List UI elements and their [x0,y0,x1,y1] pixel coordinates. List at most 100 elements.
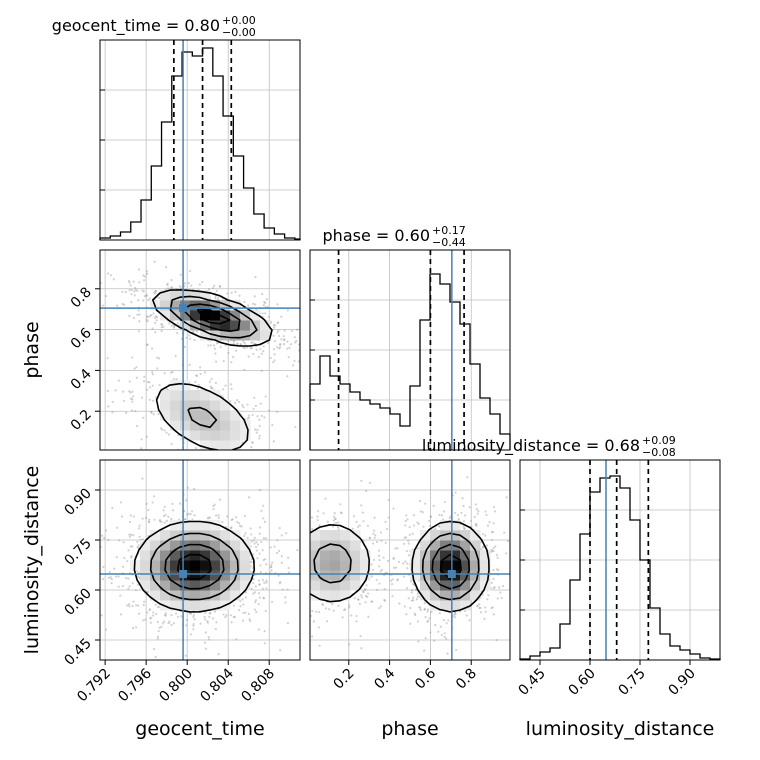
sample-point [318,610,321,614]
sample-point [142,416,145,419]
sample-point [324,607,328,610]
sample-point [258,583,261,586]
sample-point [265,581,268,584]
density-cell [220,570,231,581]
sample-point [171,509,175,512]
sample-point [156,620,159,624]
density-cell [430,570,441,581]
sample-point [151,373,154,376]
sample-point [195,374,199,378]
sample-point [130,556,133,559]
sample-point [474,503,478,506]
sample-point [397,560,401,564]
sample-point [277,321,280,324]
density-cell [180,380,191,391]
sample-point [486,524,490,527]
sample-point [265,579,268,582]
sample-point [134,589,138,592]
density-cell [320,580,331,591]
sample-point [380,568,383,571]
scatter-panel-phase-vs-luminosity_distance [309,459,511,661]
sample-point [143,295,147,298]
x-tick-label: 0.800 [156,666,196,706]
sample-point [403,605,406,608]
density-cell [240,330,251,341]
sample-point [131,626,135,630]
sample-point [212,504,215,508]
x-axis-label-phase: phase [381,718,438,740]
sample-point [145,294,148,297]
density-cell [210,440,221,450]
sample-point [252,302,255,305]
sample-point [156,356,159,359]
sample-point [416,620,420,623]
sample-point [244,591,248,594]
sample-point [274,324,277,327]
sample-point [163,372,166,375]
sample-point [230,621,233,624]
sample-point [140,396,144,399]
sample-point [166,282,169,285]
sample-point [442,510,445,513]
sample-point [371,542,375,545]
density-cell [150,560,161,571]
sample-point [120,515,124,518]
sample-point [453,611,457,614]
sample-point [426,620,429,623]
sample-point [264,312,267,315]
sample-point [267,315,270,318]
sample-point [241,404,244,407]
sample-point [128,605,131,608]
sample-point [359,635,362,638]
density-cell [230,410,241,421]
sample-point [254,276,257,279]
sample-point [106,272,110,275]
sample-point [192,331,195,334]
sample-point [138,535,141,538]
sample-point [129,397,133,400]
sample-point [107,538,110,541]
sample-point [241,598,244,601]
sample-point [129,391,132,394]
sample-point [119,501,122,504]
density-contour [197,308,231,325]
density-cell [200,400,211,411]
density-cell [480,570,491,581]
sample-point [166,287,170,290]
sample-point [137,604,140,607]
sample-point [334,521,338,524]
sample-point [128,520,132,524]
sample-point [332,519,335,522]
sample-point [128,380,131,383]
density-cell [450,560,461,571]
sample-point [439,625,442,628]
sample-point [208,380,212,383]
y-tick-label: 0.4 [68,366,95,393]
sample-point [254,585,257,588]
sample-point [176,615,180,619]
sample-point [383,599,386,602]
sample-point [104,294,107,298]
sample-point [252,352,255,356]
scatter-panel-geocent_time-vs-luminosity_distance: 0.45 0.60 0.75 0.90 [61,459,301,669]
sample-point [412,599,415,602]
sample-point [271,561,274,564]
sample-point [141,289,144,292]
sample-point [168,620,171,623]
density-cell [150,540,161,551]
title-lower-error: −0.08 [642,446,676,459]
sample-point [430,610,433,614]
sample-point [131,356,134,359]
sample-point [402,562,405,565]
sample-point [154,289,157,293]
sample-point [289,343,293,346]
sample-point [130,293,133,296]
sample-point [170,371,173,374]
density-cell [470,550,481,561]
x-tick-label: 0.2 [331,666,358,693]
sample-point [236,520,239,524]
density-cell [160,390,171,401]
sample-point [207,288,211,291]
sample-point [246,417,249,420]
sample-point [246,536,249,539]
